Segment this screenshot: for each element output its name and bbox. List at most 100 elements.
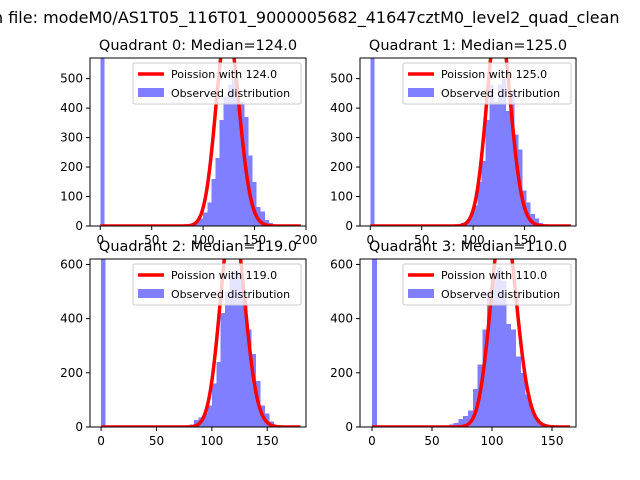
poisson-fit-line (100, 259, 302, 427)
histogram-bar (477, 181, 482, 226)
histogram-bar (252, 181, 257, 226)
plot-area (100, 259, 302, 427)
histogram-bar (458, 418, 464, 427)
histogram-bar (229, 275, 234, 427)
histogram-bar (535, 418, 540, 427)
x-tick-label: 0 (96, 233, 104, 247)
histogram-bar (489, 84, 494, 226)
legend-box (132, 62, 302, 105)
histogram-bar (242, 291, 248, 427)
histogram-bar (231, 78, 237, 226)
histogram-bar (506, 324, 512, 427)
histogram-bar (530, 410, 536, 427)
histogram-bar (520, 372, 526, 427)
x-tick-label: 100 (192, 233, 215, 247)
quadrant-2-chart: 0 50 100 150 0 200 400 600 Poission with 119.0 Ob… (60, 239, 307, 448)
y-tick-label: 400 (60, 101, 83, 115)
y-tick-label: 200 (60, 366, 83, 380)
legend-fit-label: Poission with 110.0 (441, 269, 547, 282)
histogram-bar (256, 206, 261, 226)
histogram-bar (506, 111, 511, 226)
histogram-bar (530, 214, 535, 226)
axes-frame (89, 57, 307, 227)
y-tick-label: 300 (330, 131, 353, 145)
legend-box (132, 263, 302, 306)
histogram-bar (370, 58, 375, 226)
x-tick-label: 100 (462, 233, 485, 247)
histogram-bar (487, 291, 492, 427)
histogram-bar (264, 220, 269, 226)
x-tick-label: 0 (366, 233, 374, 247)
x-tick-label: 100 (200, 434, 223, 448)
x-tick-label: 50 (149, 434, 164, 448)
histogram-bar (514, 134, 519, 226)
histogram-bar (216, 361, 221, 427)
histogram-bar (247, 329, 252, 427)
quadrant-1-chart: 0 50 100 150 0 100 200 300 400 500 Poission with 1… (330, 38, 577, 247)
plot-area (371, 259, 571, 427)
histogram-bar (219, 119, 224, 226)
histogram-bar (260, 211, 265, 226)
quadrant-0-chart: 0 50 100 150 200 0 100 200 300 400 500 Poission wit… (60, 38, 318, 247)
legend-hist-swatch (408, 289, 434, 298)
histogram-bar (511, 329, 516, 427)
y-tick-label: 100 (330, 190, 353, 204)
histogram-bar (225, 291, 230, 427)
legend: Poission with 125.0 Observed distribution (402, 62, 572, 105)
figure-title: n file: modeM0/AS1T05_116T01_9000005682_… (0, 8, 620, 28)
panel-title: Quadrant 3: Median=110.0 (369, 239, 567, 255)
axes-frame (89, 258, 307, 428)
histogram-bar (207, 405, 212, 427)
legend-hist-label: Observed distribution (171, 288, 290, 301)
histogram-bar (482, 329, 488, 427)
x-tick-label: 200 (295, 233, 318, 247)
histogram-bar (516, 356, 521, 427)
histogram-bar (493, 102, 498, 226)
histogram-bar (492, 275, 497, 427)
y-tick-label: 600 (60, 257, 83, 271)
legend-hist-label: Observed distribution (441, 87, 560, 100)
histogram-bar (227, 84, 232, 226)
histogram-bar (501, 280, 507, 427)
histogram-bar (481, 161, 486, 226)
y-tick-label: 400 (60, 312, 83, 326)
histogram-bar (468, 410, 473, 427)
histogram-bar (534, 218, 539, 226)
histogram-bar (473, 205, 478, 226)
y-tick-label: 400 (330, 312, 353, 326)
y-tick-label: 200 (330, 366, 353, 380)
legend-fit-label: Poission with 119.0 (171, 269, 277, 282)
panel-title: Quadrant 1: Median=125.0 (369, 38, 567, 54)
y-tick-label: 500 (330, 72, 353, 86)
y-tick-label: 0 (75, 219, 83, 233)
x-tick-label: 150 (243, 233, 266, 247)
y-tick-label: 0 (345, 219, 353, 233)
y-tick-label: 0 (75, 420, 83, 434)
histogram-bar (240, 102, 245, 226)
histogram-bar (469, 215, 474, 226)
poisson-fit-line (371, 259, 571, 427)
legend-hist-label: Observed distribution (441, 288, 560, 301)
legend-hist-swatch (408, 88, 434, 97)
legend-fit-label: Poission with 124.0 (171, 68, 277, 81)
histogram-bar (100, 58, 105, 226)
histogram-bar (236, 90, 241, 226)
x-tick-label: 50 (424, 434, 439, 448)
histogram-bar (234, 269, 239, 427)
histogram-bar (238, 272, 243, 427)
legend: Poission with 119.0 Observed distribution (132, 263, 302, 306)
histogram-bar (223, 96, 228, 226)
panel-title: Quadrant 0: Median=124.0 (99, 38, 297, 54)
y-tick-label: 0 (345, 420, 353, 434)
axes-frame (359, 57, 577, 227)
x-tick-label: 100 (481, 434, 504, 448)
legend-hist-label: Observed distribution (171, 87, 290, 100)
x-tick-label: 150 (256, 434, 279, 448)
x-tick-label: 0 (368, 434, 376, 448)
histogram-bar (510, 90, 515, 226)
x-tick-label: 50 (144, 233, 159, 247)
histogram-bar (211, 178, 216, 226)
legend-box (402, 62, 572, 105)
